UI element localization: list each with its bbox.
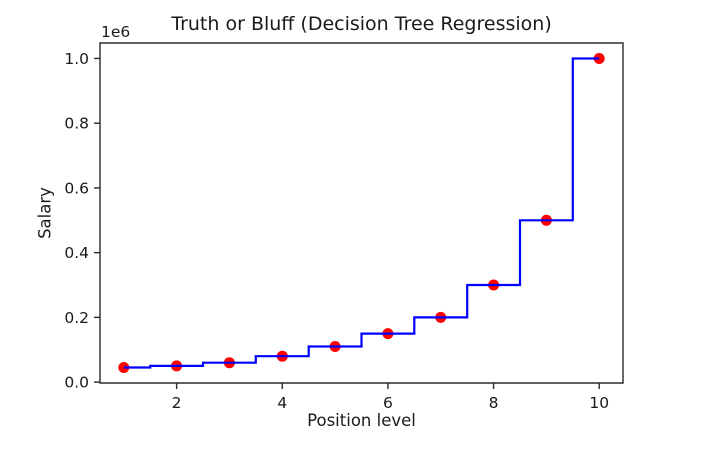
x-tick-label: 8 <box>489 394 499 412</box>
y-tick-label: 1.0 <box>64 50 89 68</box>
axes-spines <box>99 42 624 384</box>
y-tick-label: 0.2 <box>64 309 89 327</box>
x-tick-label: 10 <box>589 394 609 412</box>
x-tick-label: 2 <box>172 394 182 412</box>
y-tick-label: 0.0 <box>64 374 89 392</box>
chart-title: Truth or Bluff (Decision Tree Regression… <box>171 13 552 35</box>
x-tick-label: 4 <box>277 394 287 412</box>
y-tick-label: 0.6 <box>64 179 89 197</box>
y-tick-label: 0.4 <box>64 244 89 262</box>
x-tick-label: 6 <box>383 394 393 412</box>
y-tick-label: 0.8 <box>64 115 89 133</box>
x-axis-label: Position level <box>307 411 416 430</box>
y-axis-offset-label: 1e6 <box>101 23 131 41</box>
regression-step-line <box>123 57 600 369</box>
